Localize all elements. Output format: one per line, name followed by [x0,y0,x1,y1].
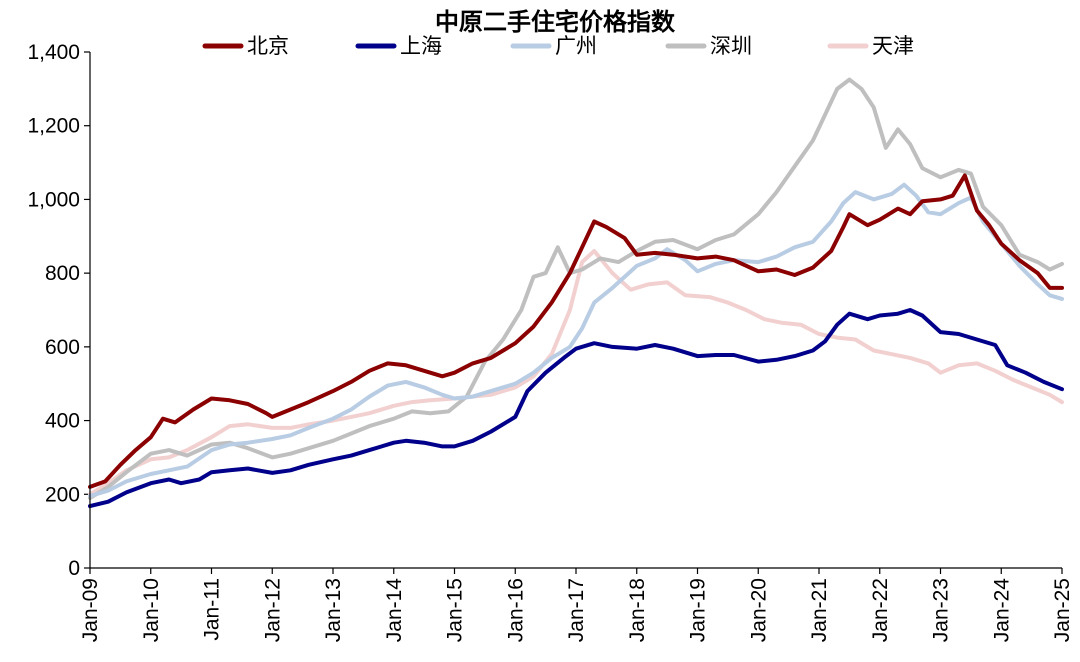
x-tick-label: Jan-24 [990,578,1013,643]
series-line-2 [88,182,1064,499]
x-tick-label: Jan-25 [1051,578,1074,642]
x-tick-label: Jan-20 [747,578,770,642]
legend-label-4: 天津 [872,34,914,58]
x-tick-label: Jan-17 [565,578,588,642]
y-tick-label: 0 [68,557,80,580]
x-tick-label: Jan-11 [201,578,224,641]
y-axis: 0 200 400 600 800 1,000 1,200 1,400 [27,41,90,580]
x-tick-label: Jan-19 [687,578,710,642]
x-tick-label: Jan-18 [626,578,649,642]
series-layer [88,77,1064,509]
y-tick-label: 1,000 [27,188,80,211]
x-tick-label: Jan-12 [261,578,284,642]
x-tick-label: Jan-16 [504,578,527,642]
y-tick-label: 600 [45,336,80,359]
legend-label-1: 上海 [400,34,442,58]
series-line-1 [88,308,1064,509]
x-tick-label: Jan-13 [322,578,345,642]
x-tick-label: Jan-22 [869,578,892,642]
legend-label-3: 深圳 [710,34,752,58]
x-axis: Jan-09 Jan-10 Jan-11 Jan-12 Jan-13 Jan-14 Jan-… [79,568,1074,642]
x-tick-label: Jan-10 [140,578,163,642]
x-tick-label: Jan-23 [930,578,953,642]
x-tick-label: Jan-14 [383,578,406,643]
series-line-4 [88,249,1064,497]
series-line-0 [88,173,1064,489]
legend-label-0: 北京 [247,34,289,58]
series-line-3 [88,77,1064,500]
x-tick-label: Jan-21 [808,578,831,642]
chart-title: 中原二手住宅价格指数 [435,8,676,36]
y-tick-label: 1,400 [27,41,80,64]
x-tick-label: Jan-09 [79,578,102,642]
legend-label-2: 广州 [555,34,597,58]
y-tick-label: 800 [45,262,80,285]
y-tick-label: 400 [45,410,80,433]
y-tick-label: 1,200 [27,115,80,138]
y-tick-label: 200 [45,483,80,506]
x-tick-label: Jan-15 [444,578,467,642]
legend: 北京 上海 广州 深圳 天津 [202,34,914,58]
